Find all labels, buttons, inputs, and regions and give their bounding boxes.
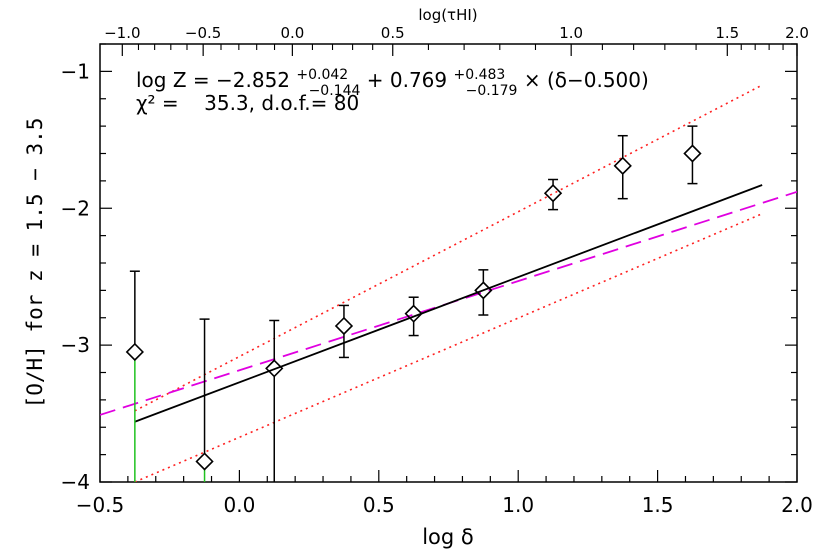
fit-annotation-sup2: +0.483: [453, 67, 505, 83]
data-markers: [125, 144, 702, 471]
y-tick-label-2: −3: [61, 333, 90, 357]
fit-annotation-sub2: −0.179: [466, 83, 518, 99]
top-x-tick-label-4: 1.0: [559, 24, 583, 42]
fit-lines: [100, 84, 797, 482]
top-x-tick-label-6: 2.0: [785, 24, 809, 42]
axis-ticks: [99, 43, 798, 483]
x-tick-label-1: 0.0: [223, 493, 255, 517]
fit-annotation-suffix: × (δ−0.500): [524, 68, 649, 92]
y-tick-label-0: −1: [61, 59, 90, 83]
x-tick-label-3: 1.0: [502, 493, 534, 517]
data-point-3: [334, 316, 354, 336]
data-point-7: [613, 156, 632, 175]
fit-annotation-prefix: log Z = −2.852: [136, 68, 290, 92]
top-x-tick-label-1: −0.5: [185, 24, 221, 42]
x-tick-label-5: 2.0: [781, 493, 813, 517]
fit-annotation-line2: χ² = 35.3, d.o.f.= 80: [136, 91, 359, 115]
y-tick-label-1: −2: [61, 196, 90, 220]
top-x-tick-label-2: 0.0: [280, 24, 304, 42]
best-fit-line: [134, 184, 763, 423]
fit-annotation-line1: log Z = −2.852 +0.042 −0.144 + 0.769 +0.…: [136, 60, 649, 100]
data-point-6: [543, 184, 563, 203]
x-tick-label-2: 0.5: [363, 493, 395, 517]
y-axis-label: [O/H] for z = 1.5 − 3.5: [23, 118, 47, 409]
data-point-2: [265, 359, 284, 378]
data-point-0: [125, 342, 144, 362]
top-x-axis-label: log(τHI): [418, 6, 477, 24]
confidence-lower-line: [134, 212, 763, 482]
data-point-5: [474, 281, 493, 300]
x-axis-label: log δ: [422, 525, 474, 549]
fit-annotation-sup1: +0.042: [296, 67, 348, 83]
fit-annotation-mid: + 0.769: [367, 68, 447, 92]
confidence-upper-line: [134, 84, 763, 412]
data-point-4: [404, 304, 423, 323]
top-x-tick-label-5: 1.5: [715, 24, 739, 42]
top-x-tick-label-3: 0.5: [381, 24, 405, 42]
error-bars: [129, 125, 698, 482]
data-point-1: [195, 452, 214, 471]
y-tick-label-3: −4: [61, 470, 90, 494]
x-tick-label-0: −0.5: [76, 493, 125, 517]
x-tick-label-4: 1.5: [642, 493, 674, 517]
data-point-8: [683, 144, 702, 163]
fit-annotation-sub1: −0.144: [309, 83, 361, 99]
top-x-tick-label-0: −1.0: [104, 24, 140, 42]
tick-labels: −0.5 0.0 0.5 1.0 1.5 2.0 −1 −2 −3 −4 −1.0 −0.5 0.0 0.…: [61, 24, 813, 517]
